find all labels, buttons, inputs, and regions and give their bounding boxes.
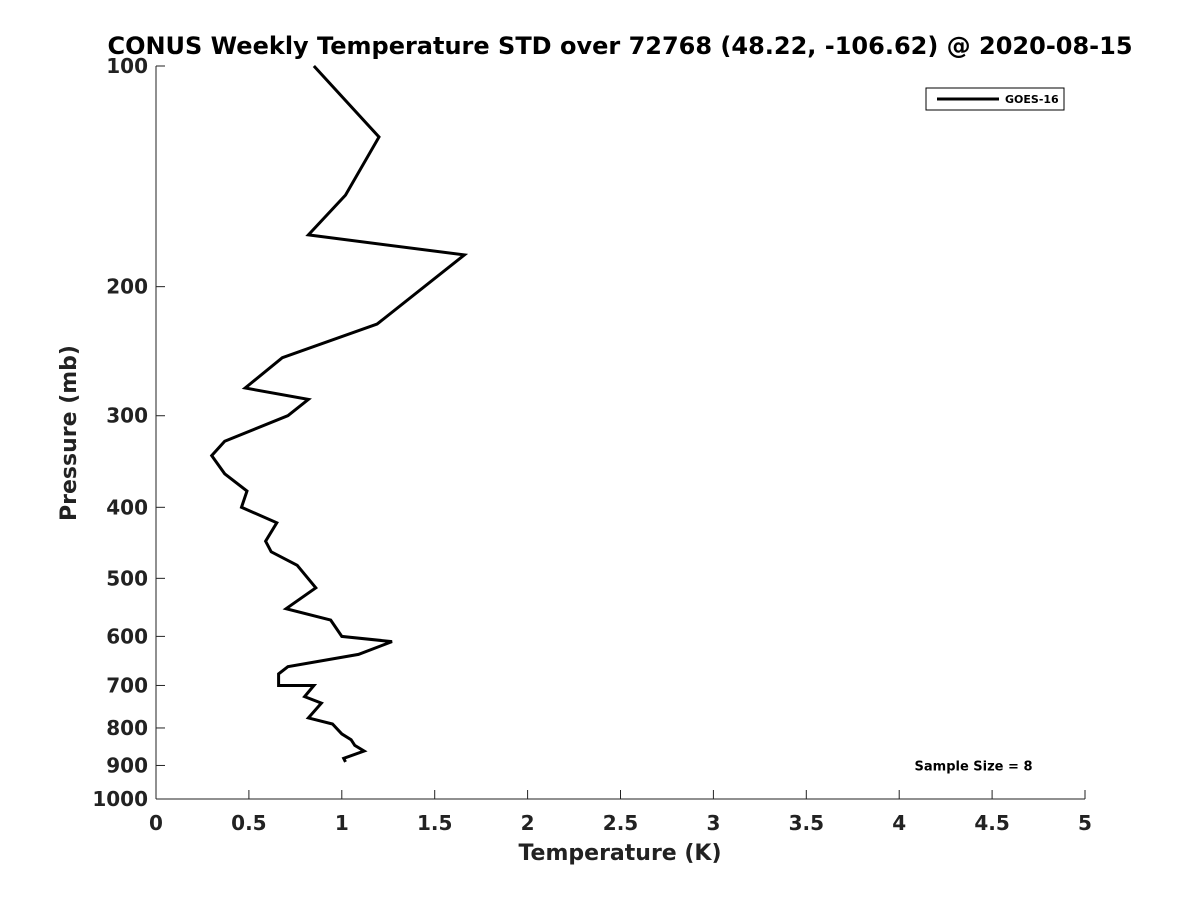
x-tick-label: 2.5 [603, 811, 638, 835]
legend-label: GOES-16 [1005, 93, 1059, 106]
x-axis-ticks: 0 0.5 1 1.5 2 2.5 3 3.5 4 4.5 5 [149, 790, 1092, 835]
y-tick-label: 300 [106, 404, 148, 428]
y-axis-ticks: 100 200 300 400 500 600 700 800 900 1000 [92, 54, 165, 811]
x-tick-label: 2 [521, 811, 535, 835]
x-tick-label: 4 [892, 811, 906, 835]
y-tick-label: 500 [106, 566, 148, 590]
y-axis-label: Pressure (mb) [57, 345, 82, 521]
x-tick-label: 5 [1078, 811, 1092, 835]
x-tick-label: 3 [706, 811, 720, 835]
x-tick-label: 1.5 [417, 811, 452, 835]
sample-size-annotation: Sample Size = 8 [915, 759, 1033, 774]
y-tick-label: 400 [106, 495, 148, 519]
y-tick-label: 600 [106, 624, 148, 648]
x-tick-label: 3.5 [789, 811, 824, 835]
series-line [209, 64, 469, 763]
chart-title: CONUS Weekly Temperature STD over 72768 … [107, 32, 1132, 60]
y-tick-label: 100 [106, 54, 148, 78]
x-tick-label: 1 [335, 811, 349, 835]
y-tick-label: 700 [106, 673, 148, 697]
y-tick-label: 800 [106, 716, 148, 740]
x-tick-label: 4.5 [974, 811, 1009, 835]
y-tick-label: 900 [106, 753, 148, 777]
series-layer [209, 64, 469, 763]
y-tick-label: 1000 [92, 787, 148, 811]
legend: GOES-16 [925, 87, 1065, 111]
x-tick-label: 0 [149, 811, 163, 835]
plot-area [156, 66, 1085, 799]
y-tick-label: 200 [106, 275, 148, 299]
x-tick-label: 0.5 [231, 811, 266, 835]
x-axis-label: Temperature (K) [518, 841, 721, 866]
